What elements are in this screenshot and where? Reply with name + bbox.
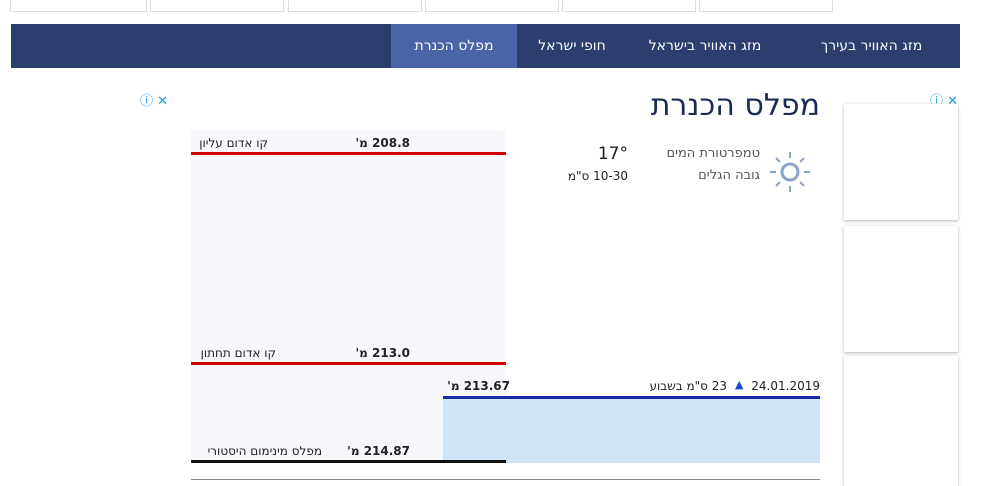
top-tab[interactable] xyxy=(288,0,422,12)
ad-box[interactable] xyxy=(844,356,958,486)
upper-red-line xyxy=(191,152,506,155)
level-label: קו אדום עליון xyxy=(199,136,268,150)
historic-min-line xyxy=(191,460,506,463)
current-level-area xyxy=(443,396,820,463)
sun-icon xyxy=(770,152,810,192)
nav-bar: מזג האוויר בעירך מזג האוויר בישראל חופי … xyxy=(11,24,960,68)
ad-box[interactable] xyxy=(844,226,958,352)
current-value: 213.67 מ' xyxy=(447,379,510,393)
ad-icon[interactable]: ⓘ ✕ xyxy=(140,94,169,109)
page-title: מפלס הכנרת xyxy=(650,88,820,123)
top-tab[interactable] xyxy=(150,0,284,12)
top-tab[interactable] xyxy=(425,0,559,12)
level-value: 214.87 מ' xyxy=(347,444,410,458)
level-value: 213.0 מ' xyxy=(355,346,410,360)
top-tab[interactable] xyxy=(699,0,833,12)
level-label: קו אדום תחתון xyxy=(200,346,276,360)
nav-item[interactable]: מזג האוויר בעירך xyxy=(820,38,923,54)
top-tab[interactable] xyxy=(562,0,696,12)
nav-item-active[interactable]: מפלס הכנרת xyxy=(391,24,517,68)
water-temp: 17° xyxy=(597,144,628,164)
date: 24.01.2019 xyxy=(751,379,820,393)
weekly-change: 23 ס"מ בשבוע xyxy=(649,379,727,393)
level-value: 208.8 מ' xyxy=(355,136,410,150)
up-arrow: ▲ xyxy=(735,378,744,391)
label: גובה הגלים xyxy=(698,168,760,183)
waves: 10-30 ס"מ xyxy=(567,169,628,183)
lower-red-line xyxy=(191,362,506,365)
nav-item[interactable]: מזג האוויר בישראל xyxy=(648,38,762,54)
label: טמפרטורת המים xyxy=(666,146,760,161)
ad-box[interactable] xyxy=(844,104,958,220)
top-tab[interactable] xyxy=(10,0,147,12)
level-label: מפלס מינימום היסטורי xyxy=(207,444,322,458)
divider xyxy=(191,479,820,480)
nav-item[interactable]: חופי ישראל xyxy=(538,38,606,54)
